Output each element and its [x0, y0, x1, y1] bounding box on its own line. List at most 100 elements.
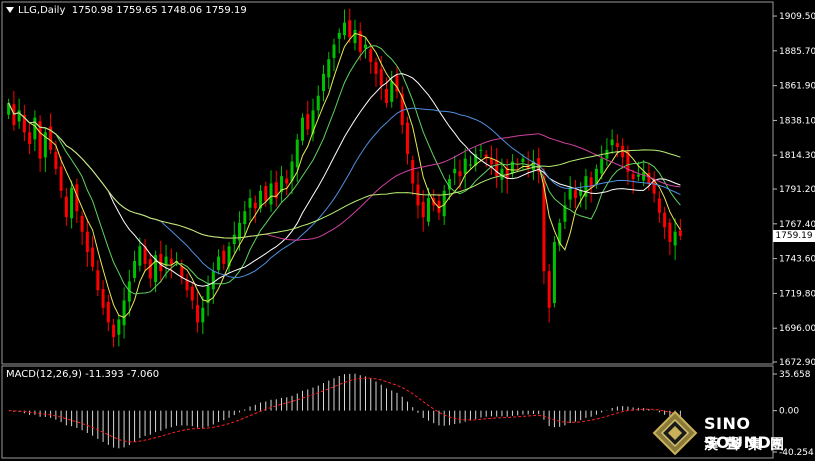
candle-body — [458, 171, 462, 177]
macd-header: MACD(12,26,9) -11.393 -7.060 — [6, 369, 160, 380]
candle-body — [28, 132, 32, 144]
candle-body — [43, 132, 47, 158]
candle-body — [232, 234, 236, 244]
ma-yellow-line — [8, 32, 681, 318]
y-tick-label: 1672.90 — [779, 358, 815, 368]
candle-body — [143, 246, 147, 264]
candle-body — [70, 187, 74, 219]
candle-body — [358, 31, 362, 52]
candle-body — [369, 49, 373, 63]
candle-body — [411, 160, 415, 184]
candle-body — [348, 20, 352, 38]
chart-header: LLG,Daily 1750.98 1759.65 1748.06 1759.1… — [6, 5, 247, 16]
candle-body — [343, 22, 346, 36]
y-tick-label: 1767.40 — [779, 220, 815, 230]
candle-body — [442, 190, 446, 217]
candle-body — [22, 115, 26, 133]
candle-body — [17, 110, 21, 122]
candle-body — [663, 212, 667, 228]
symbol-label: LLG,Daily — [18, 5, 66, 16]
candle-body — [437, 200, 441, 213]
candle-body — [605, 149, 609, 159]
candle-body — [600, 158, 604, 174]
candle-body — [379, 69, 383, 86]
candle-body — [421, 201, 425, 218]
candle-body — [610, 139, 614, 146]
y-tick-label: 1791.20 — [779, 185, 815, 195]
candle-body — [206, 285, 210, 304]
candle-body — [253, 202, 257, 209]
ma-green-line — [8, 45, 681, 295]
candle-body — [479, 149, 483, 151]
candle-body — [327, 59, 331, 78]
candle-body — [474, 154, 478, 166]
diamond-logo-icon — [652, 410, 698, 456]
candle-body — [7, 103, 11, 115]
candle-body — [222, 250, 226, 264]
candle-body — [463, 158, 467, 174]
last-price-tag: 1759.19 — [773, 229, 815, 242]
candle-body — [274, 182, 278, 199]
candle-body — [363, 44, 367, 49]
y-tick-label: 1743.60 — [779, 255, 815, 265]
candle-body — [190, 286, 194, 301]
ma-lightgreen-line — [8, 102, 681, 239]
y-tick-label: 1838.10 — [779, 116, 815, 126]
candle-body — [400, 93, 404, 125]
candle-body — [59, 166, 63, 191]
candle-body — [489, 158, 493, 165]
candle-body — [127, 281, 131, 302]
candle-body — [169, 258, 173, 264]
candle-body — [154, 255, 158, 283]
candle-body — [211, 271, 215, 290]
candle-body — [453, 168, 457, 174]
logo-brand-cn: 漢聲集團 — [704, 437, 792, 453]
candle-body — [510, 161, 514, 174]
candle-body — [301, 117, 305, 141]
candle-body — [180, 266, 184, 279]
candle-body — [673, 231, 677, 246]
candle-body — [311, 110, 315, 135]
candle-body — [96, 270, 100, 291]
candle-body — [80, 215, 84, 232]
candle-body — [196, 305, 200, 323]
candle-body — [505, 167, 509, 180]
candle-body — [12, 104, 16, 125]
candle-body — [106, 301, 110, 323]
candle-body — [148, 259, 152, 279]
candle-body — [54, 152, 58, 169]
candle-body — [85, 231, 89, 253]
candle-body — [112, 324, 116, 337]
candle-body — [259, 190, 263, 209]
candle-body — [38, 121, 42, 159]
candle-body — [295, 139, 299, 168]
y-tick-label: 1696.00 — [779, 324, 815, 334]
logo-brand: SINO SOUND — [704, 414, 772, 452]
macd-y-tick-label: 0.00 — [779, 407, 799, 417]
ma-pink-line — [8, 102, 681, 241]
candle-body — [579, 190, 583, 196]
candle-body — [337, 32, 341, 39]
macd-y-tick-label: -40.254 — [779, 448, 814, 458]
macd-signal-line — [8, 377, 681, 443]
candle-body — [133, 260, 137, 278]
candle-body — [678, 230, 682, 236]
dropdown-triangle-icon[interactable] — [6, 7, 14, 13]
candle-body — [353, 29, 357, 44]
y-tick-label: 1885.70 — [779, 47, 815, 57]
sino-sound-logo: SINO SOUND 漢聲集團 — [650, 408, 810, 458]
candle-body — [64, 196, 68, 218]
candle-body — [563, 205, 567, 222]
candle-body — [521, 158, 525, 163]
candle-body — [426, 198, 430, 222]
candle-body — [568, 187, 572, 200]
y-tick-label: 1719.80 — [779, 289, 815, 299]
candle-body — [269, 183, 273, 205]
candle-body — [668, 222, 672, 242]
ohlc-values: 1750.98 1759.65 1748.06 1759.19 — [71, 5, 247, 16]
candle-body — [306, 114, 310, 130]
candle-body — [652, 179, 656, 194]
y-tick-label: 1814.30 — [779, 151, 815, 161]
candle-body — [33, 117, 37, 140]
